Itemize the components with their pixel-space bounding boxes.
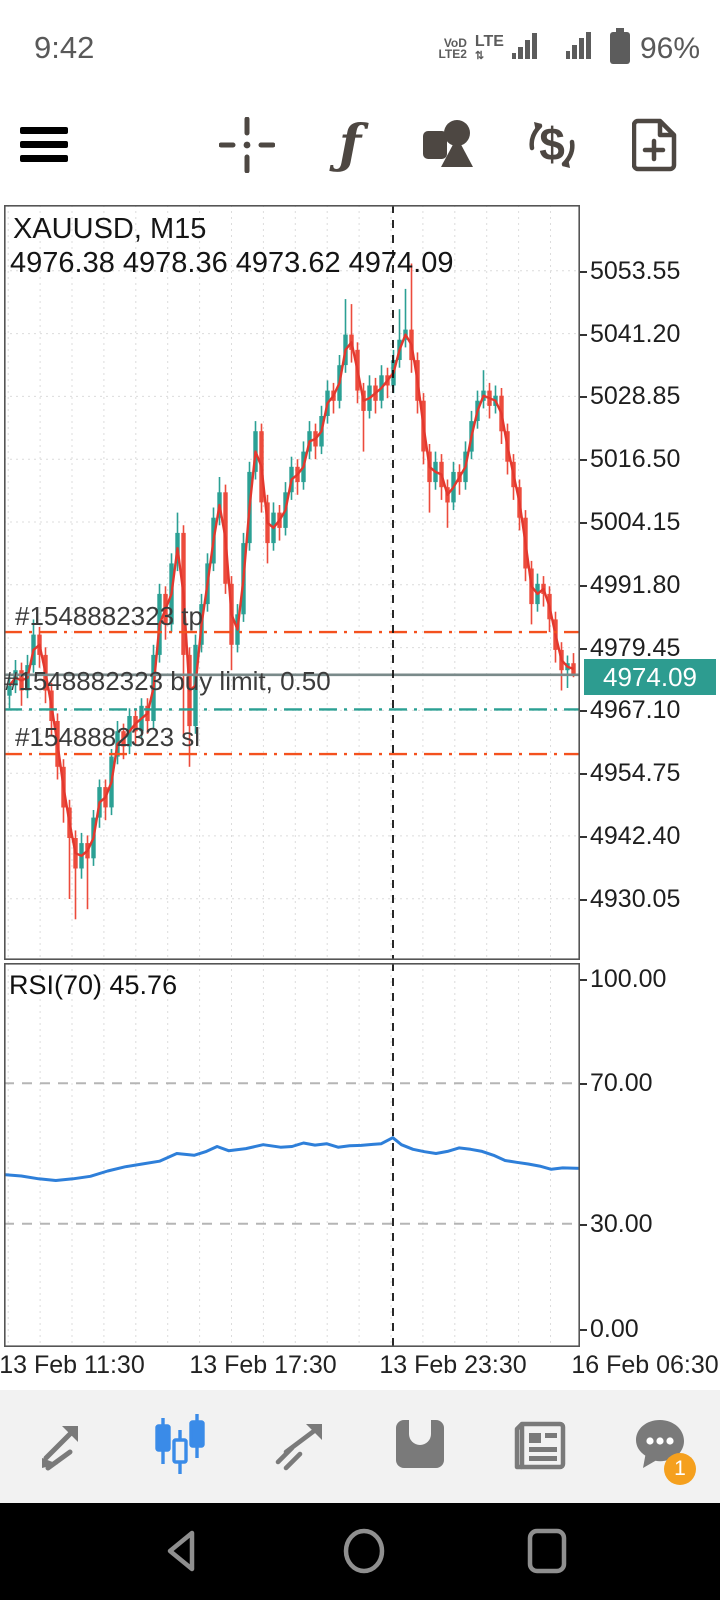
nav-charts[interactable] [120,1390,240,1503]
price-axis-label: 5041.20 [580,320,680,349]
status-bar: 9:42 VoD LTE2 LTE ⇅ [0,0,720,95]
signal-bars-2-icon [565,29,600,68]
sl-order-label[interactable]: #1548882323 sl [15,722,201,752]
price-axis-label: 4954.75 [580,759,680,788]
objects-button[interactable] [418,113,482,177]
function-icon: ƒ [338,114,362,175]
rsi-axis-label: 30.00 [580,1210,653,1239]
price-axis[interactable]: 5053.55 5041.20 5028.85 5016.50 5004.15 4991.… [580,205,720,960]
battery-percent: 96% [639,31,700,65]
price-axis-label: 5004.15 [580,508,680,537]
rsi-indicator-label: RSI(70) 45.76 [9,970,178,1000]
price-axis-label: 5016.50 [580,445,680,474]
symbol-timeframe-label: XAUUSD, M15 [13,213,207,245]
time-axis[interactable]: 13 Feb 11:30 13 Feb 17:30 13 Feb 23:30 16 F… [0,1351,720,1383]
nav-messages[interactable]: 1 [600,1390,720,1503]
price-axis-label: 4991.80 [580,571,680,600]
price-axis-label: 5053.55 [580,257,680,286]
rsi-axis-label: 0.00 [580,1315,639,1344]
tp-order-label[interactable]: #1548882323 tp [15,601,203,631]
dollar-swap-icon: $ [522,116,582,174]
archive-box-icon [392,1418,448,1475]
newspaper-icon [512,1416,568,1477]
price-axis-label: 4967.10 [580,696,680,725]
time-axis-label: 13 Feb 23:30 [379,1351,527,1379]
crosshair-icon [219,117,275,173]
rsi-axis: 100.00 70.00 30.00 0.00 [580,963,720,1347]
rsi-axis-label: 100.00 [580,965,666,994]
new-order-button[interactable] [623,113,687,177]
recents-button[interactable] [523,1527,571,1575]
current-price-badge: 4974.09 [584,659,716,695]
price-axis-label: 5028.85 [580,382,680,411]
nav-trade[interactable] [240,1390,360,1503]
nav-quotes[interactable] [0,1390,120,1503]
crosshair-button[interactable] [215,113,279,177]
volte-icon: VoD LTE2 [438,35,467,61]
app-toolbar: ƒ $ [0,95,720,200]
signal-bars-icon [511,29,558,68]
price-axis-label: 4942.40 [580,822,680,851]
buy-limit-order-label[interactable]: #1548882323 buy limit, 0.50 [4,666,331,696]
back-button[interactable] [158,1527,206,1575]
time-axis-label: 13 Feb 17:30 [189,1351,337,1379]
message-count-badge: 1 [664,1453,696,1485]
trade-trend-icon [272,1416,328,1477]
trade-button[interactable]: $ [520,113,584,177]
rsi-axis-label: 70.00 [580,1069,653,1098]
hamburger-icon [18,125,70,165]
price-axis-label: 4979.45 [580,634,680,663]
android-nav-bar [0,1503,720,1600]
nav-news[interactable] [480,1390,600,1503]
shapes-icon [421,119,479,171]
ohlc-values: 4976.38 4978.36 4973.62 4974.09 [10,247,454,279]
battery-icon [608,26,632,71]
bottom-nav-bar: 1 [0,1390,720,1503]
time-axis-label: 16 Feb 06:30 [571,1351,719,1379]
main-price-chart[interactable] [4,205,580,960]
time-axis-label: 13 Feb 11:30 [0,1351,145,1379]
indicators-button[interactable]: ƒ [318,113,382,177]
svg-text:$: $ [539,118,565,170]
home-button[interactable] [340,1527,388,1575]
rsi-indicator-chart[interactable] [4,963,580,1347]
nav-history[interactable] [360,1390,480,1503]
status-clock: 9:42 [34,30,95,65]
menu-button[interactable] [12,113,76,177]
lte-icon: LTE ⇅ [474,32,504,62]
price-axis-label: 4930.05 [580,885,680,914]
quotes-arrows-icon [32,1416,88,1477]
candlestick-chart-icon [152,1414,208,1479]
new-order-icon [632,117,678,173]
